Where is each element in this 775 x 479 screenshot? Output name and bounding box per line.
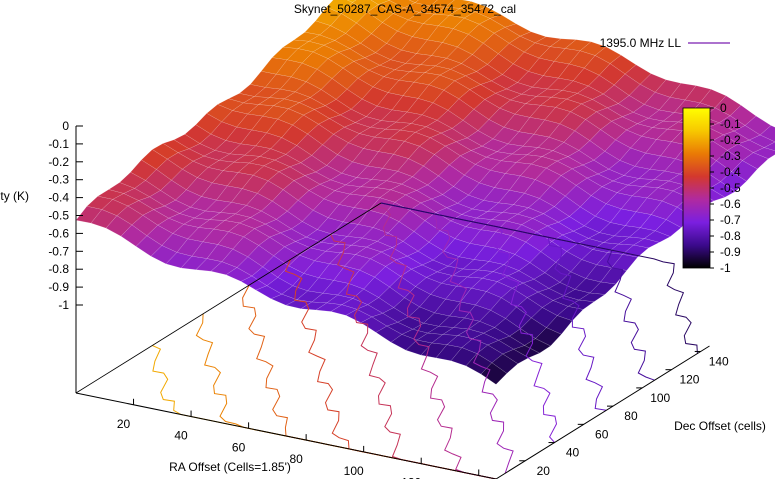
plot-frame [75,126,710,479]
surface-cell [720,171,747,192]
colorbar-tick-label: -0.8 [720,229,741,243]
y-axis-label: Dec Offset (cells) [674,419,766,433]
colorbar-tick-label: -0.1 [720,117,741,131]
y-tick-label: 60 [595,427,609,441]
y-axis-line [495,345,710,479]
z-tick-label: -0.1 [48,137,69,151]
y-tick-label: 40 [566,446,580,460]
z-tick-label: -0.4 [48,191,69,205]
y-tick-labels: 20 40 60 80 100 120 140 [519,350,729,478]
surface-cell [429,0,455,8]
contour-line [152,345,497,479]
colorbar-tick-label: 0 [720,101,727,115]
x-tick-label: 100 [344,464,364,478]
x-tick-label: 60 [232,440,246,454]
colorbar-tick-label: -1 [720,261,731,275]
z-tick-label: -0.6 [48,226,69,240]
surface-cell [731,160,758,182]
y-tick-label: 20 [537,464,551,478]
x-tick-label: 80 [289,452,303,466]
z-tick-labels: 0 -0.1 -0.2 -0.3 -0.4 -0.5 -0.6 -0.7 -0.8 -0.9 -1 [48,119,83,312]
z-tick-label: -0.5 [48,209,69,223]
y-tick-label: 140 [709,354,729,368]
z-tick-label: 0 [62,119,69,133]
surface-cell [643,230,671,243]
z-tick-label: -1 [58,298,69,312]
surface-cell [600,267,628,285]
x-tick-label: 40 [174,429,188,443]
x-tick-label: 120 [401,476,421,479]
surface-cell [480,362,508,385]
z-tick-label: -0.8 [48,262,69,276]
surface-cell [742,152,769,170]
colorbar-tick-labels: 0 -0.1 -0.2 -0.3 -0.4 -0.5 -0.6 -0.7 -0.8 -0.9 -1 [710,101,741,275]
chart-title: Skynet_50287_CAS-A_34574_35472_cal [294,2,516,16]
surface-cell [632,238,660,249]
z-tick-label: -0.7 [48,244,69,258]
colorbar-tick-label: -0.4 [720,165,741,179]
legend-label: 1395.0 MHz LL [600,36,682,50]
y-tick-label: 100 [650,391,670,405]
z-tick-label: -0.2 [48,155,69,169]
contour-line [380,202,514,474]
contour-line [375,206,497,479]
colorbar-tick-label: -0.6 [720,197,741,211]
colorbar-tick-label: -0.7 [720,213,741,227]
surface-mesh [75,0,775,385]
colorbar-tick-label: -0.2 [720,133,741,147]
z-tick-label: -0.3 [48,173,69,187]
surface-cell [759,125,775,143]
z-axis-label: Intensity (K) [0,189,29,203]
colorbar-tick-label: -0.9 [720,245,741,259]
x-tick-label: 20 [117,417,131,431]
surface-cell [535,327,562,347]
dec-base-line [75,202,382,394]
x-axis-label: RA Offset (Cells=1.85') [169,460,291,474]
surface-cell [709,181,736,198]
colorbar-tick-label: -0.3 [720,149,741,163]
y-tick-label: 120 [679,373,699,387]
z-tick-label: -0.9 [48,280,69,294]
surface-cell [513,345,541,358]
x-axis-line [75,392,497,479]
contour-line [380,202,698,354]
colorbar [682,107,711,269]
y-tick-label: 80 [624,409,638,423]
colorbar-tick-label: -0.5 [720,181,741,195]
